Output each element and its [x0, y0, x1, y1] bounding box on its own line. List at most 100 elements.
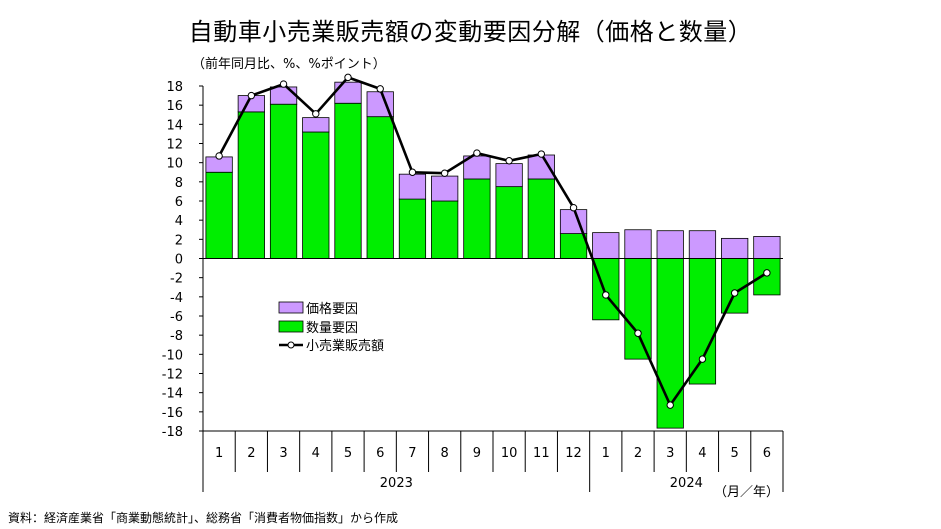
bar-price-15 — [656, 230, 684, 259]
bar-quantity-4 — [302, 131, 330, 259]
sales-point-4 — [312, 110, 320, 118]
sales-point-9 — [473, 149, 481, 157]
legend-label-price: 価格要因 — [306, 301, 358, 317]
bar-quantity-9 — [463, 178, 491, 259]
y-tick-label: -6 — [170, 310, 183, 325]
source-note: 資料：経済産業省「商業動態統計」、総務省「消費者物価指数」から作成 — [8, 511, 399, 525]
bar-price-10 — [495, 163, 523, 188]
legend-label-quantity: 数量要因 — [306, 321, 358, 336]
sales-point-8 — [440, 169, 449, 177]
x-tick-label: 5 — [731, 446, 739, 461]
x-axis-unit: （月／年） — [714, 485, 779, 500]
x-tick-label: 9 — [473, 446, 481, 461]
bar-quantity-7 — [398, 198, 427, 259]
bar-quantity-3 — [269, 103, 298, 259]
y-tick-label: -16 — [162, 406, 183, 421]
sales-point-14 — [634, 329, 642, 337]
x-tick-label: 4 — [698, 446, 706, 461]
sales-point-7 — [408, 168, 417, 176]
y-tick-label: -4 — [170, 291, 183, 306]
unit-label: （前年同月比、%、%ポイント） — [192, 57, 386, 72]
x-tick-label: 10 — [501, 446, 518, 461]
x-tick-label: 8 — [441, 446, 449, 461]
legend-swatch-marker — [287, 341, 295, 349]
y-tick-label: -18 — [162, 425, 183, 440]
sales-point-11 — [537, 150, 546, 158]
legend-label-sales: 小売業販売額 — [306, 338, 384, 354]
x-tick-label: 3 — [279, 446, 287, 461]
bar-quantity-11 — [527, 178, 555, 259]
sales-point-6 — [376, 85, 384, 93]
y-tick-label: 8 — [175, 176, 183, 191]
sales-point-18 — [763, 269, 771, 277]
y-tick-label: 18 — [166, 80, 183, 95]
y-tick-label: -12 — [162, 368, 183, 383]
bar-price-18 — [753, 236, 781, 259]
x-tick-label: 3 — [666, 446, 674, 461]
chart-title: 自動車小売業販売額の変動要因分解（価格と数量） — [188, 18, 753, 46]
sales-point-15 — [666, 401, 674, 409]
bar-price-13 — [592, 232, 620, 259]
sales-point-13 — [602, 291, 610, 299]
y-tick-label: 14 — [166, 118, 183, 133]
legend-swatch-price — [278, 301, 304, 314]
y-tick-label: 6 — [175, 195, 183, 210]
sales-line — [217, 76, 768, 407]
bar-price-14 — [624, 229, 652, 259]
bar-price-5 — [334, 81, 362, 104]
sales-point-10 — [505, 157, 513, 165]
sales-point-1 — [215, 152, 223, 160]
legend-swatch-quantity — [278, 320, 304, 333]
x-year-label: 2023 — [380, 476, 413, 491]
y-tick-label: 2 — [175, 233, 183, 248]
bars-layer — [205, 81, 781, 429]
x-tick-label: 7 — [408, 446, 416, 461]
bar-quantity-15 — [656, 258, 684, 429]
bar-quantity-6 — [366, 116, 394, 259]
sales-point-17 — [730, 289, 739, 297]
x-tick-label: 6 — [376, 446, 384, 461]
y-tick-label: -8 — [170, 329, 183, 344]
x-year-label: 2024 — [670, 476, 703, 491]
sales-point-5 — [344, 73, 352, 82]
x-tick-label: 6 — [763, 446, 771, 461]
bar-price-17 — [721, 237, 749, 259]
axes-layer: 18 16 14 12 10 8 6 4 2 0 -2 -4 -6 -8 -10 -12 -14 -16 -18 — [162, 80, 783, 440]
sales-point-2 — [247, 91, 256, 100]
x-tick-label: 11 — [533, 446, 550, 461]
x-tick-label: 5 — [344, 446, 352, 461]
sales-point-3 — [279, 80, 288, 88]
y-tick-label: 0 — [175, 253, 183, 268]
bar-quantity-12 — [559, 233, 588, 259]
y-tick-label: 10 — [166, 157, 183, 172]
bar-quantity-5 — [334, 102, 362, 259]
x-tick-label: 4 — [312, 446, 320, 461]
bar-price-16 — [688, 230, 717, 259]
y-tick-label: 4 — [175, 214, 183, 229]
bar-quantity-8 — [431, 200, 459, 259]
y-tick-label: -2 — [170, 272, 183, 287]
x-tick-label: 1 — [602, 446, 610, 461]
x-tick-label: 2 — [634, 446, 642, 461]
bar-quantity-10 — [495, 186, 523, 259]
bar-price-3 — [269, 86, 298, 105]
bar-price-7 — [398, 173, 427, 200]
sales-point-12 — [569, 204, 578, 212]
x-tick-label: 1 — [215, 446, 223, 461]
bar-quantity-16 — [688, 258, 717, 385]
y-tick-label: 12 — [166, 138, 183, 153]
bar-quantity-2 — [237, 111, 265, 259]
bar-quantity-14 — [624, 258, 652, 360]
bar-quantity-1 — [205, 171, 233, 259]
bar-price-8 — [431, 175, 459, 202]
bar-quantity-18 — [753, 258, 781, 296]
sales-point-16 — [698, 355, 707, 363]
y-tick-label: -10 — [162, 348, 183, 363]
bar-price-4 — [302, 117, 330, 133]
x-tick-label: 2 — [247, 446, 255, 461]
x-tick-label: 12 — [565, 446, 582, 461]
sales-line-layer — [215, 73, 771, 409]
